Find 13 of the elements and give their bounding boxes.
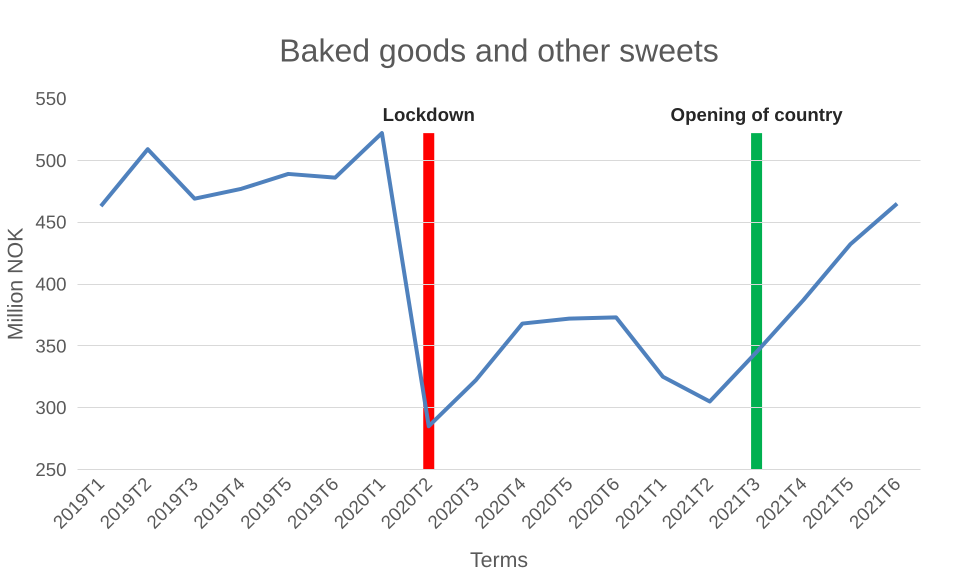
y-axis-title: Million NOK xyxy=(3,228,28,340)
y-tick-label: 500 xyxy=(35,150,67,171)
x-axis-title: Terms xyxy=(470,548,528,572)
y-tick-label: 450 xyxy=(35,212,67,233)
line-series xyxy=(98,131,900,428)
y-tick-label: 350 xyxy=(35,335,67,356)
y-tick-label: 250 xyxy=(35,459,67,480)
chart-title: Baked goods and other sweets xyxy=(279,32,719,68)
y-tick-label: 300 xyxy=(35,397,67,418)
ref-line-label: Lockdown xyxy=(382,104,475,126)
y-tick-label: 550 xyxy=(35,88,67,109)
ref-line-label: Opening of country xyxy=(670,104,844,126)
y-tick-label: 400 xyxy=(35,274,67,294)
